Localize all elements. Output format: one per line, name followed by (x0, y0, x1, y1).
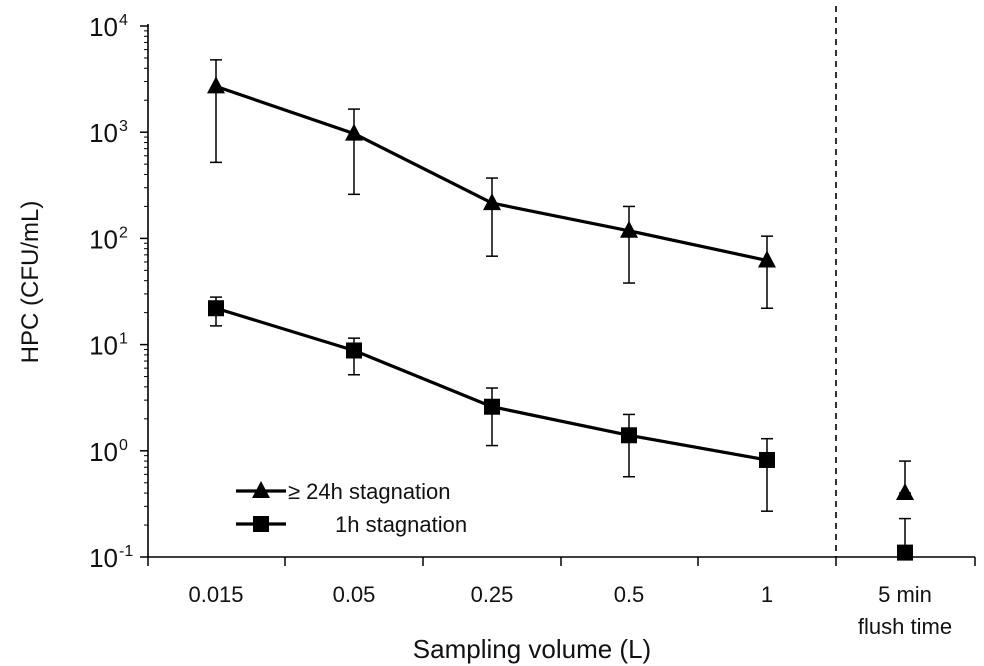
flush-label-line2: flush time (858, 614, 952, 639)
x-ticks: 0.015 0.05 0.25 0.5 1 (147, 557, 976, 607)
square-marker (897, 544, 913, 561)
square-marker (621, 427, 637, 444)
triangle-marker (207, 76, 225, 94)
triangle-marker (758, 250, 776, 268)
triangle-marker (483, 193, 501, 211)
legend: ≥ 24h stagnation 1h stagnation (236, 479, 467, 537)
y-tick-exponent: 3 (119, 118, 128, 135)
square-marker (759, 451, 775, 468)
x-tick-label: 0.05 (333, 582, 376, 607)
y-axis-label: HPC (CFU/mL) (17, 201, 44, 364)
triangle-marker (620, 220, 638, 238)
y-tick-label: 10 (89, 331, 118, 361)
y-tick-exponent: 4 (119, 12, 128, 29)
triangle-marker (896, 483, 914, 501)
y-tick-exponent: 0 (119, 437, 128, 454)
x-tick-label: 0.5 (614, 582, 645, 607)
y-tick-label: 10 (89, 224, 118, 254)
square-marker (484, 398, 500, 415)
square-marker (208, 300, 224, 317)
x-tick-label: 0.015 (188, 582, 243, 607)
x-tick-label: 0.25 (471, 582, 514, 607)
flush-label-line1: 5 min (878, 582, 932, 607)
legend-label: ≥ 24h stagnation (288, 479, 451, 504)
square-marker (253, 516, 269, 532)
legend-label: 1h stagnation (335, 512, 467, 537)
x-tick-label: 1 (761, 582, 773, 607)
y-tick-label: 10 (89, 118, 118, 148)
axes (147, 6, 975, 558)
y-tick-exponent: 2 (119, 224, 128, 241)
y-tick-exponent: -1 (119, 543, 133, 560)
square-marker (346, 342, 362, 359)
markers (207, 76, 914, 561)
triangle-marker (345, 123, 363, 141)
triangle-marker (252, 481, 270, 498)
y-tick-exponent: 1 (119, 331, 128, 348)
x-axis-label: Sampling volume (L) (413, 634, 651, 664)
y-tick-label: 10 (89, 543, 118, 573)
y-tick-label: 10 (89, 12, 118, 42)
y-tick-label: 10 (89, 437, 118, 467)
